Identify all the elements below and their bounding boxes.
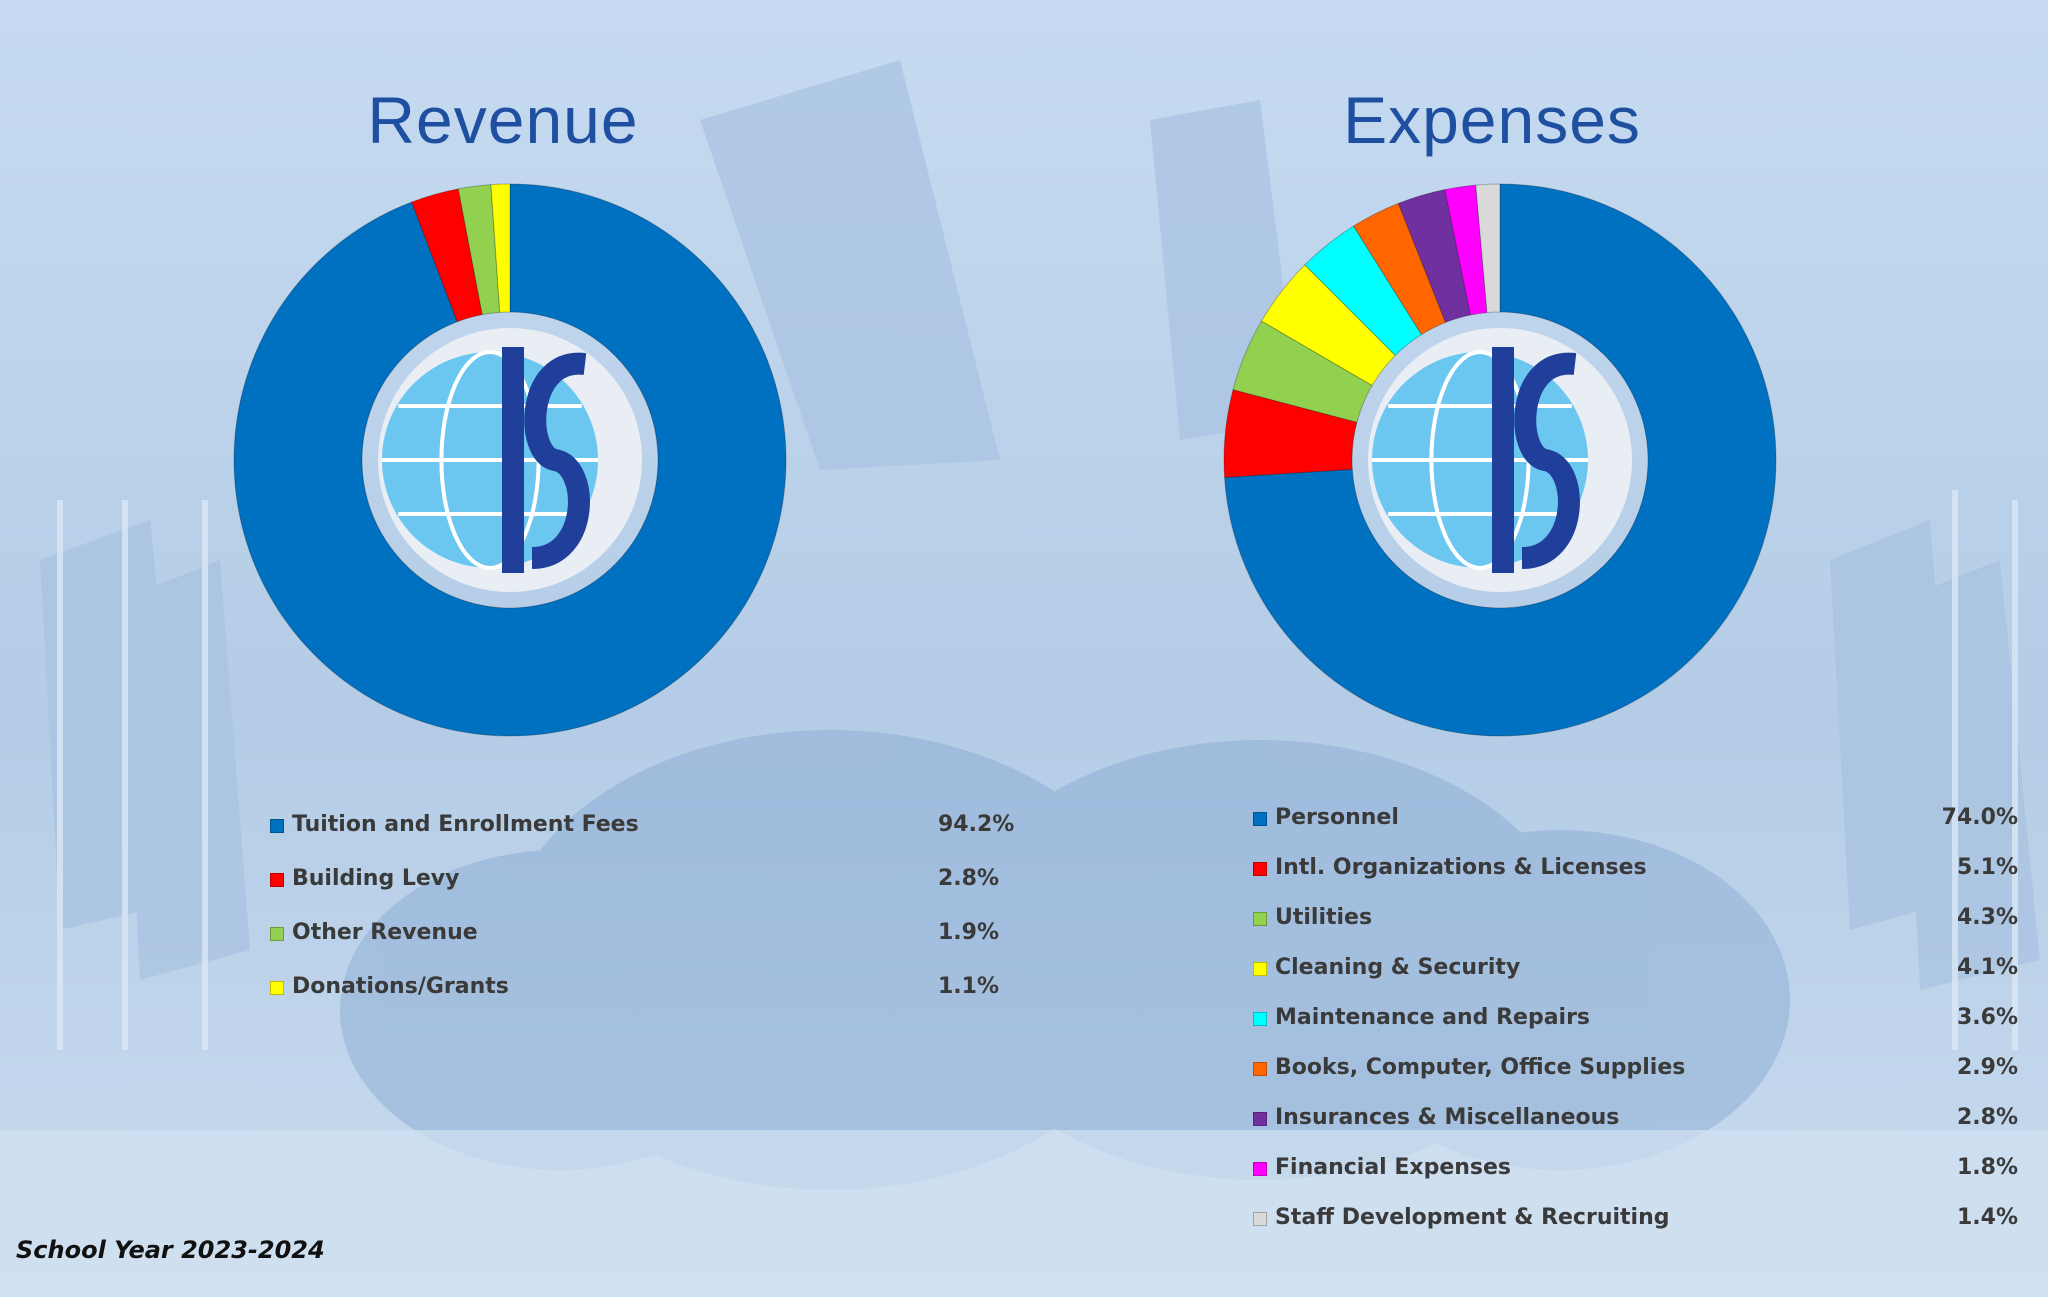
legend-swatch <box>1253 1062 1267 1076</box>
slice-other-revenue <box>457 184 501 316</box>
slice-cleaning-security <box>1260 264 1397 387</box>
legend-swatch <box>1253 812 1267 826</box>
legend-value: 3.6% <box>1956 1005 2018 1030</box>
legend-item: Utilities 4.3% <box>1253 903 2018 933</box>
legend-item: Staff Development & Recruiting 1.4% <box>1253 1203 2018 1233</box>
legend-label: Tuition and Enrollment Fees <box>292 812 639 837</box>
school-crest-logo <box>1372 347 1588 573</box>
legend-item: Financial Expenses 1.8% <box>1253 1153 2018 1183</box>
legend-item: Insurances & Miscellaneous 2.8% <box>1253 1103 2018 1133</box>
school-year-caption: School Year 2023-2024 <box>16 1236 325 1264</box>
legend-value: 1.4% <box>1956 1205 2018 1230</box>
revenue-legend: Tuition and Enrollment Fees 94.2% Buildin… <box>270 810 1014 1026</box>
revenue-donut-chart <box>233 183 787 737</box>
legend-swatch <box>1253 962 1267 976</box>
legend-label: Utilities <box>1275 905 1373 930</box>
legend-label: Intl. Organizations & Licenses <box>1275 855 1647 880</box>
legend-value: 1.8% <box>1956 1155 2018 1180</box>
slice-personnel <box>1224 183 1777 737</box>
legend-label: Cleaning & Security <box>1275 955 1521 980</box>
legend-value: 2.8% <box>938 866 1000 891</box>
legend-swatch <box>1253 1162 1267 1176</box>
legend-swatch <box>270 927 284 941</box>
expenses-donut-chart <box>1223 183 1777 737</box>
legend-swatch <box>270 819 284 833</box>
legend-label: Financial Expenses <box>1275 1155 1512 1180</box>
slice-financial-expenses <box>1444 184 1488 316</box>
legend-label: Insurances & Miscellaneous <box>1275 1105 1620 1130</box>
legend-value: 4.3% <box>1956 905 2018 930</box>
legend-item: Intl. Organizations & Licenses 5.1% <box>1253 853 2018 883</box>
legend-item: Cleaning & Security 4.1% <box>1253 953 2018 983</box>
legend-swatch <box>1253 862 1267 876</box>
legend-value: 2.9% <box>1956 1055 2018 1080</box>
legend-label: Building Levy <box>292 866 460 891</box>
legend-swatch <box>1253 1112 1267 1126</box>
expenses-legend: Personnel 74.0% Intl. Organizations & Lic… <box>1253 803 2018 1253</box>
legend-item: Books, Computer, Office Supplies 2.9% <box>1253 1053 2018 1083</box>
legend-value: 94.2% <box>938 812 1015 837</box>
legend-item: Other Revenue 1.9% <box>270 918 999 948</box>
legend-swatch <box>1253 1212 1267 1226</box>
legend-item: Building Levy 2.8% <box>270 864 999 894</box>
expenses-chart-title: Expenses <box>1343 83 1641 157</box>
slice-donations-grants <box>490 183 511 313</box>
legend-label: Other Revenue <box>292 920 478 945</box>
legend-value: 5.1% <box>1956 855 2018 880</box>
legend-value: 1.9% <box>938 920 1000 945</box>
slice-staff-development-recruiting <box>1475 183 1501 314</box>
legend-item: Tuition and Enrollment Fees 94.2% <box>270 810 1014 840</box>
legend-value: 1.1% <box>938 974 1000 999</box>
legend-swatch <box>270 873 284 887</box>
legend-label: Books, Computer, Office Supplies <box>1275 1055 1686 1080</box>
slice-maintenance-and-repairs <box>1304 225 1423 357</box>
legend-label: Donations/Grants <box>292 974 509 999</box>
legend-swatch <box>1253 912 1267 926</box>
legend-label: Staff Development & Recruiting <box>1275 1205 1670 1230</box>
legend-swatch <box>270 981 284 995</box>
school-crest-logo <box>382 347 598 573</box>
legend-label: Personnel <box>1275 805 1399 830</box>
legend-value: 4.1% <box>1956 955 2018 980</box>
legend-item: Donations/Grants 1.1% <box>270 972 999 1002</box>
legend-item: Maintenance and Repairs 3.6% <box>1253 1003 2018 1033</box>
legend-value: 74.0% <box>1941 805 2018 830</box>
legend-label: Maintenance and Repairs <box>1275 1005 1591 1030</box>
slice-tuition-and-enrollment-fees <box>233 183 787 737</box>
legend-value: 2.8% <box>1956 1105 2018 1130</box>
legend-item: Personnel 74.0% <box>1253 803 2018 833</box>
revenue-chart-title: Revenue <box>367 83 639 157</box>
slice-utilities <box>1232 320 1373 423</box>
legend-swatch <box>1253 1012 1267 1026</box>
